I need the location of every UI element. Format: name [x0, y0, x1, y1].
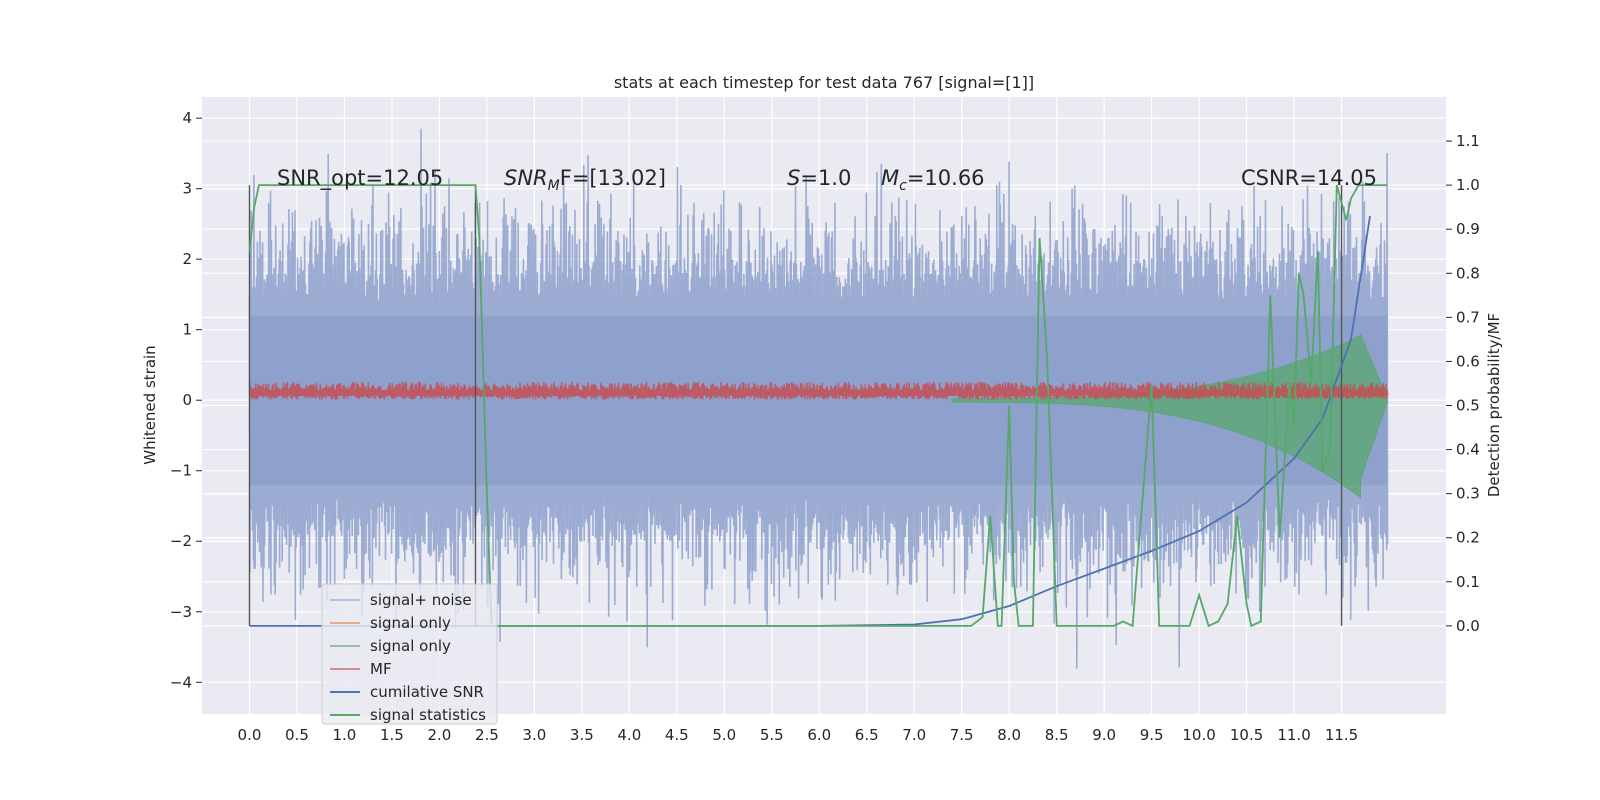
x-axis-ticks: 0.0 0.5 1.0 1.5 2.0 2.5 3.0 3.5 4.0 4.5 5.0 5.5 6.0 6… — [238, 726, 1359, 744]
annotation-snr-mf-italic: SNR — [504, 166, 548, 190]
x-tick-label: 11.0 — [1277, 726, 1310, 744]
y-tick-label-right: 1.0 — [1456, 176, 1480, 194]
x-tick-label: 0.0 — [238, 726, 262, 744]
y-tick-label-left: −3 — [170, 603, 192, 621]
y-tick-label-left: −4 — [170, 673, 192, 691]
mf-line — [248, 381, 1389, 400]
annotation-snr-opt: SNR_opt=12.05 — [277, 166, 443, 191]
y-tick-label-right: 0.0 — [1456, 617, 1480, 635]
x-tick-label: 10.0 — [1182, 726, 1215, 744]
y-tick-label-left: −1 — [170, 462, 192, 480]
annotation-mc-rest: =10.66 — [907, 166, 985, 190]
y-tick-label-left: 2 — [182, 250, 192, 268]
y-axis-left-ticks: 4 3 2 1 0 −1 −2 −3 −4 — [170, 109, 202, 691]
annotation-s: S=1.0 — [787, 166, 851, 190]
x-tick-label: 6.0 — [807, 726, 831, 744]
x-tick-label: 2.5 — [475, 726, 499, 744]
legend-label: signal+ noise — [370, 591, 472, 609]
annotation-snr-mf-sub: M — [548, 178, 560, 194]
y-tick-label-right: 0.1 — [1456, 573, 1480, 591]
x-tick-label: 7.0 — [902, 726, 926, 744]
legend: signal+ noise signal only signal only MF cum… — [321, 583, 498, 725]
y-tick-label-right: 0.9 — [1456, 220, 1480, 238]
x-tick-label: 6.5 — [855, 726, 879, 744]
annotation-mc-sub: c — [899, 178, 907, 194]
x-tick-label: 5.5 — [760, 726, 784, 744]
y-tick-label-left: −2 — [170, 532, 192, 550]
y-axis-right-ticks: 1.1 1.0 0.9 0.8 0.7 0.6 0.5 0.4 0.3 0.2 0.1 0.0 — [1446, 132, 1480, 635]
x-tick-label: 4.5 — [665, 726, 689, 744]
x-tick-label: 8.0 — [997, 726, 1021, 744]
y-axis-right-label: Detection probability/MF — [1485, 313, 1503, 497]
x-tick-label: 5.0 — [712, 726, 736, 744]
cumulative-snr-line — [249, 215, 1371, 627]
y-tick-label-left: 3 — [182, 180, 192, 198]
y-tick-label-right: 0.5 — [1456, 397, 1480, 415]
y-tick-label-left: 4 — [182, 109, 192, 127]
y-tick-label-left: 1 — [182, 321, 192, 339]
annotation-s-rest: =1.0 — [800, 166, 851, 190]
x-tick-label: 4.0 — [617, 726, 641, 744]
x-tick-label: 1.5 — [380, 726, 404, 744]
annotation-s-italic: S — [787, 166, 800, 190]
legend-box — [321, 583, 498, 725]
chart-title: stats at each timestep for test data 767… — [614, 73, 1034, 92]
legend-label: signal statistics — [370, 706, 486, 724]
legend-label: signal only — [370, 637, 451, 655]
x-tick-label: 3.5 — [570, 726, 594, 744]
x-tick-label: 9.0 — [1092, 726, 1116, 744]
annotation-csnr: CSNR=14.05 — [1241, 166, 1377, 190]
x-tick-label: 3.0 — [522, 726, 546, 744]
right-axis-series — [248, 184, 1388, 628]
x-tick-label: 1.0 — [333, 726, 357, 744]
y-tick-label-left: 0 — [182, 391, 192, 409]
y-tick-label-right: 0.3 — [1456, 485, 1480, 503]
x-tick-label: 7.5 — [950, 726, 974, 744]
annotation-mc-italic: M — [881, 166, 899, 190]
y-axis-left-label: Whitened strain — [141, 345, 159, 464]
annotation-mc: Mc=10.66 — [881, 166, 985, 194]
y-tick-label-right: 1.1 — [1456, 132, 1480, 150]
mf-series — [248, 381, 1389, 400]
x-tick-label: 9.5 — [1140, 726, 1164, 744]
legend-label: cumilative SNR — [370, 683, 484, 701]
y-tick-label-right: 0.7 — [1456, 308, 1480, 326]
x-tick-label: 8.5 — [1045, 726, 1069, 744]
legend-label: MF — [370, 660, 392, 678]
signal-statistics-line — [248, 184, 1388, 628]
x-tick-label: 0.5 — [285, 726, 309, 744]
y-tick-label-right: 0.8 — [1456, 264, 1480, 282]
annotation-snr-mf-rest: F=[13.02] — [560, 166, 666, 190]
x-tick-label: 2.0 — [427, 726, 451, 744]
y-tick-label-right: 0.2 — [1456, 529, 1480, 547]
x-tick-label: 10.5 — [1230, 726, 1263, 744]
y-tick-label-right: 0.6 — [1456, 352, 1480, 370]
y-tick-label-right: 0.4 — [1456, 441, 1480, 459]
annotation-snr-mf: SNRMF=[13.02] — [504, 166, 666, 194]
legend-label: signal only — [370, 614, 451, 632]
vertical-markers — [248, 185, 1343, 626]
x-tick-label: 11.5 — [1325, 726, 1358, 744]
